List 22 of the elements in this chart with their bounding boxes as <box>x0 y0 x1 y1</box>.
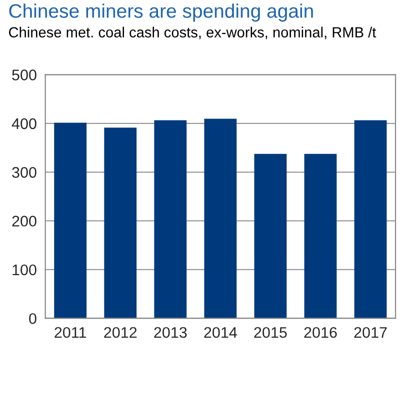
y-tick-label: 400 <box>12 118 36 130</box>
x-tick-label: 2015 <box>254 327 287 338</box>
chart-title: Chinese miners are spending again <box>9 4 313 22</box>
bar <box>104 128 137 318</box>
x-tick-label: 2016 <box>304 327 337 338</box>
x-tick-label: 2017 <box>354 327 387 338</box>
bar <box>254 154 287 318</box>
x-tick-label: 2011 <box>54 327 86 338</box>
bar <box>204 118 237 318</box>
y-tick-label: 500 <box>12 70 36 80</box>
chart-subtitle: Chinese met. coal cash costs, ex-works, nominal, RMB /t <box>8 26 376 40</box>
y-tick-label: 0 <box>29 313 36 324</box>
bar <box>54 122 87 318</box>
bar <box>154 120 187 318</box>
bar <box>354 120 387 318</box>
x-tick-label: 2014 <box>204 327 237 338</box>
y-tick-label: 200 <box>12 216 36 227</box>
x-tick-label: 2013 <box>154 327 187 338</box>
x-tick-label: 2012 <box>104 327 137 338</box>
bar <box>304 154 337 318</box>
y-tick-label: 100 <box>12 264 36 276</box>
y-tick-label: 300 <box>12 167 36 178</box>
